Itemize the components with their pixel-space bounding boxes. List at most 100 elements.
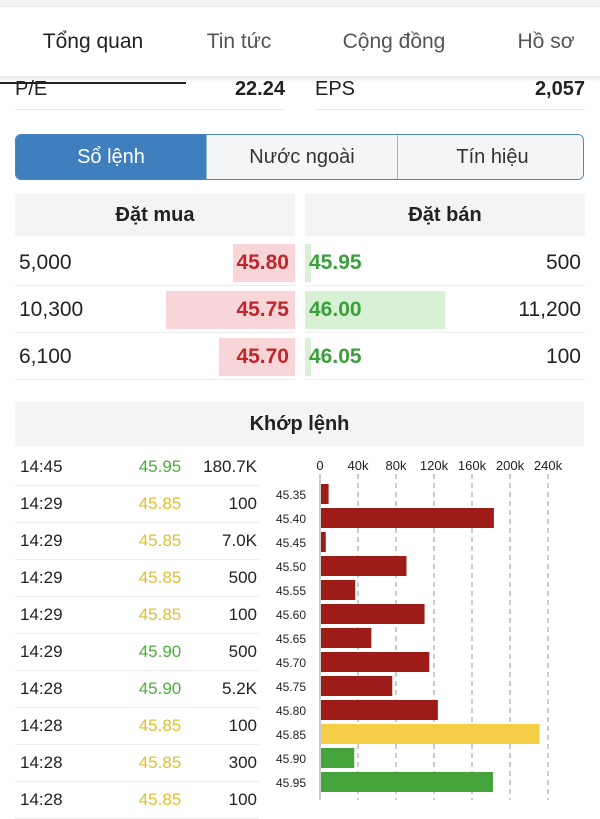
trade-row: 14:45 45.95 180.7K [15,449,259,486]
trade-row: 14:29 45.90 500 [15,634,259,671]
divider [305,285,585,286]
metric-eps: EPS 2,057 [315,76,585,110]
metric-value: 2,057 [534,78,585,100]
volume-bar [321,508,494,528]
trade-price: 45.95 [138,457,182,476]
x-tick-label: 120k [420,458,449,473]
buy-depth-bar [218,338,295,376]
sell-row[interactable]: 46.00 11,200 [305,287,585,333]
y-tick-label: 45.80 [276,704,306,718]
segmented-control: Sổ lệnh Nước ngoài Tín hiệu [15,134,584,180]
divider [15,744,259,745]
trade-time: 14:29 [20,568,63,587]
volume-bar [321,772,493,792]
y-tick-label: 45.85 [276,728,306,742]
main-tabs: Tổng quan Tin tức Cộng đồng Hồ sơ [0,8,600,84]
metric-pe: P/E 22.24 [15,76,285,110]
trade-time: 14:28 [20,679,63,698]
trade-time: 14:28 [20,790,63,809]
sell-header: Đặt bán [305,194,585,236]
x-tick-label: 40k [348,458,369,473]
segment-order-book[interactable]: Sổ lệnh [16,135,207,179]
trade-volume: 180.7K [203,457,257,476]
volume-bar [321,700,438,720]
sell-depth-bar [305,244,312,282]
buy-volume: 5,000 [19,251,72,274]
y-tick-label: 45.75 [276,680,306,694]
divider [15,522,259,523]
trade-price: 45.85 [138,531,182,550]
trade-price: 45.85 [138,605,182,624]
buy-depth-bar [166,291,295,329]
sell-depth-bar [305,338,311,376]
y-tick-label: 45.50 [276,560,306,574]
active-tab-indicator [0,80,186,84]
tab-news[interactable]: Tin tức [206,30,272,53]
divider [15,633,259,634]
buy-row[interactable]: 6,100 45.70 [15,334,295,380]
y-tick-label: 45.60 [276,608,306,622]
buy-row[interactable]: 5,000 45.80 [15,240,295,286]
trade-time: 14:29 [20,494,63,513]
buy-price: 45.80 [236,251,289,274]
buy-volume: 6,100 [19,345,72,368]
trade-row: 14:28 45.85 300 [15,745,259,782]
divider [15,285,295,286]
divider [15,670,259,671]
tab-profile[interactable]: Hồ sơ [517,30,575,53]
divider [15,559,259,560]
y-tick-label: 45.40 [276,512,306,526]
trade-price: 45.85 [138,753,182,772]
trade-volume: 7.0K [222,531,257,550]
trade-price: 45.90 [138,679,182,698]
sell-row[interactable]: 46.05 100 [305,334,585,380]
trade-volume: 5.2K [222,679,257,698]
volume-bar [321,748,355,768]
y-tick-label: 45.95 [276,776,306,790]
sell-price: 46.05 [309,345,362,368]
volume-by-price-chart: 0 40k 80k 120k 160k 200k 240k 45.35 45.40 45.45 45… [276,458,563,800]
divider [15,596,259,597]
trade-price: 45.85 [138,568,182,587]
segment-foreign[interactable]: Nước ngoài [207,135,398,179]
volume-bar [321,652,430,672]
trade-time: 14:28 [20,716,63,735]
buy-volume: 10,300 [19,298,84,321]
sell-row[interactable]: 45.95 500 [305,240,585,286]
divider [15,707,259,708]
y-tick-label: 45.65 [276,632,306,646]
buy-header: Đặt mua [15,194,295,236]
sell-price: 46.00 [309,298,362,321]
status-strip [0,0,600,7]
divider [305,332,585,333]
trade-volume: 100 [228,605,257,624]
buy-price: 45.70 [236,345,289,368]
volume-bar [321,556,407,576]
tab-community[interactable]: Cộng đồng [342,30,446,53]
volume-bar [321,532,326,552]
volume-bar [321,484,329,504]
trade-volume: 500 [228,642,257,661]
trade-time: 14:28 [20,753,63,772]
volume-bar [321,676,393,696]
divider [15,109,285,110]
y-tick-label: 45.70 [276,656,306,670]
divider [315,109,585,110]
trade-volume: 100 [228,790,257,809]
trade-time: 14:29 [20,605,63,624]
trade-time: 14:29 [20,642,63,661]
volume-bar [321,628,372,648]
y-tick-label: 45.90 [276,752,306,766]
sell-volume: 500 [545,251,581,274]
segment-signals[interactable]: Tín hiệu [398,135,583,179]
metric-label: EPS [315,78,356,100]
x-tick-label: 240k [534,458,563,473]
buy-depth-bar [232,244,295,282]
tab-overview[interactable]: Tổng quan [42,30,144,53]
volume-bar [321,604,425,624]
trade-row: 14:29 45.85 500 [15,560,259,597]
trade-time: 14:45 [20,457,63,476]
buy-row[interactable]: 10,300 45.75 [15,287,295,333]
x-tick-label: 200k [496,458,525,473]
sell-volume: 100 [545,345,581,368]
